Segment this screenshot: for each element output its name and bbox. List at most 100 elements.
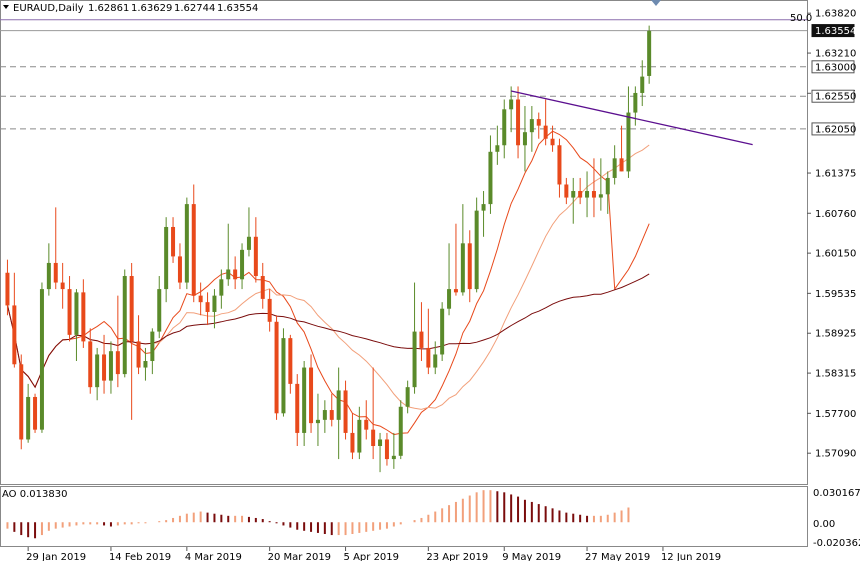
candle[interactable] bbox=[343, 380, 348, 440]
candle[interactable] bbox=[550, 125, 555, 152]
candle[interactable] bbox=[33, 393, 38, 433]
candle[interactable] bbox=[177, 243, 182, 290]
candle[interactable] bbox=[129, 262, 134, 420]
candle[interactable] bbox=[460, 204, 465, 296]
candle[interactable] bbox=[378, 432, 383, 473]
candle[interactable] bbox=[598, 158, 603, 211]
candle[interactable] bbox=[274, 315, 279, 420]
candle[interactable] bbox=[522, 106, 527, 172]
candle[interactable] bbox=[253, 217, 258, 283]
candle[interactable] bbox=[157, 276, 162, 339]
candle[interactable] bbox=[136, 315, 141, 375]
candle[interactable] bbox=[288, 334, 293, 394]
candle[interactable] bbox=[640, 60, 645, 107]
candle[interactable] bbox=[564, 177, 569, 205]
candle[interactable] bbox=[412, 282, 417, 394]
candle[interactable] bbox=[267, 289, 272, 332]
candle[interactable] bbox=[626, 86, 631, 178]
candle[interactable] bbox=[122, 269, 127, 378]
candle[interactable] bbox=[88, 328, 93, 394]
candle[interactable] bbox=[647, 25, 652, 84]
candle[interactable] bbox=[115, 295, 120, 388]
candle[interactable] bbox=[536, 112, 541, 139]
candle[interactable] bbox=[605, 171, 610, 214]
candle[interactable] bbox=[426, 308, 431, 375]
candle[interactable] bbox=[12, 272, 17, 368]
candle[interactable] bbox=[591, 158, 596, 218]
candle[interactable] bbox=[384, 432, 389, 466]
candle[interactable] bbox=[440, 302, 445, 362]
candle[interactable] bbox=[405, 380, 410, 414]
candle[interactable] bbox=[198, 282, 203, 316]
candle[interactable] bbox=[433, 341, 438, 375]
candle[interactable] bbox=[295, 374, 300, 447]
candle[interactable] bbox=[453, 223, 458, 296]
candle[interactable] bbox=[108, 341, 113, 394]
candle[interactable] bbox=[39, 282, 44, 433]
candle[interactable] bbox=[495, 125, 500, 165]
candle[interactable] bbox=[81, 279, 86, 348]
candle[interactable] bbox=[302, 361, 307, 447]
candle[interactable] bbox=[233, 256, 238, 290]
candle[interactable] bbox=[74, 289, 79, 362]
candle[interactable] bbox=[315, 393, 320, 447]
candle[interactable] bbox=[143, 347, 148, 381]
candle[interactable] bbox=[95, 347, 100, 401]
candle[interactable] bbox=[5, 259, 10, 316]
candle[interactable] bbox=[260, 262, 265, 309]
candle[interactable] bbox=[184, 197, 189, 290]
candle[interactable] bbox=[371, 367, 376, 460]
candle[interactable] bbox=[529, 106, 534, 152]
candle[interactable] bbox=[467, 230, 472, 303]
candle[interactable] bbox=[481, 191, 486, 237]
candle[interactable] bbox=[543, 99, 548, 146]
candle[interactable] bbox=[102, 334, 107, 394]
candle[interactable] bbox=[578, 177, 583, 205]
candle[interactable] bbox=[219, 269, 224, 309]
candle[interactable] bbox=[19, 354, 24, 450]
candle[interactable] bbox=[571, 177, 576, 224]
candle[interactable] bbox=[350, 413, 355, 460]
candle[interactable] bbox=[67, 276, 72, 342]
candle[interactable] bbox=[364, 400, 369, 440]
candle[interactable] bbox=[322, 400, 327, 433]
candle[interactable] bbox=[447, 243, 452, 316]
candle[interactable] bbox=[53, 207, 58, 290]
candle[interactable] bbox=[281, 328, 286, 417]
candle[interactable] bbox=[516, 86, 521, 159]
candle[interactable] bbox=[329, 393, 334, 427]
candle[interactable] bbox=[205, 292, 210, 326]
candle[interactable] bbox=[502, 99, 507, 159]
candle[interactable] bbox=[509, 86, 514, 133]
candle[interactable] bbox=[633, 86, 638, 126]
candle[interactable] bbox=[585, 171, 590, 218]
candle[interactable] bbox=[488, 135, 493, 214]
candle[interactable] bbox=[419, 302, 424, 362]
candle[interactable] bbox=[212, 289, 217, 329]
candle[interactable] bbox=[336, 367, 341, 460]
candle[interactable] bbox=[619, 125, 624, 172]
candle[interactable] bbox=[391, 432, 396, 469]
trendline-layer[interactable] bbox=[511, 90, 753, 146]
candle[interactable] bbox=[226, 223, 231, 286]
candle[interactable] bbox=[150, 328, 155, 375]
candles[interactable] bbox=[5, 25, 652, 473]
candle[interactable] bbox=[398, 400, 403, 460]
candle[interactable] bbox=[26, 383, 31, 443]
candle[interactable] bbox=[246, 207, 251, 257]
shift-marker-icon[interactable] bbox=[651, 0, 661, 6]
candle[interactable] bbox=[240, 243, 245, 290]
candle[interactable] bbox=[46, 243, 51, 296]
candle-body bbox=[640, 76, 645, 93]
candle[interactable] bbox=[309, 354, 314, 433]
candle[interactable] bbox=[557, 138, 562, 198]
collapse-arrow-icon[interactable] bbox=[3, 5, 9, 9]
candle[interactable] bbox=[357, 406, 362, 460]
candle[interactable] bbox=[474, 197, 479, 293]
candle[interactable] bbox=[164, 217, 169, 303]
candle[interactable] bbox=[171, 217, 176, 263]
candle[interactable] bbox=[191, 184, 196, 303]
candle[interactable] bbox=[612, 145, 617, 185]
candle[interactable] bbox=[60, 262, 65, 309]
